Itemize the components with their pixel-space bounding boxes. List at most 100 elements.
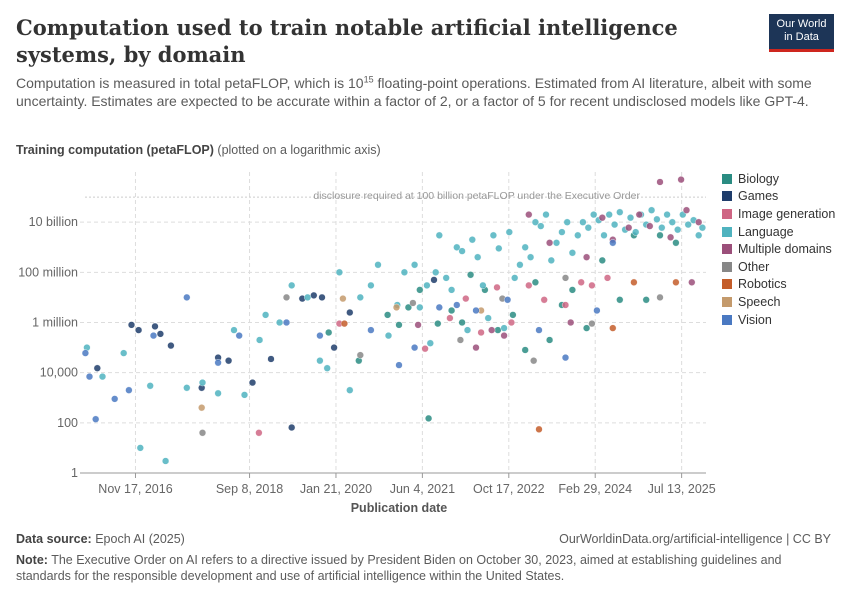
legend-item[interactable]: Speech bbox=[722, 293, 835, 311]
y-axis-title: Training computation (petaFLOP) (plotted… bbox=[16, 143, 381, 157]
legend-item[interactable]: Robotics bbox=[722, 276, 835, 294]
legend-item[interactable]: Multiple domains bbox=[722, 240, 835, 258]
y-axis-note: (plotted on a logarithmic axis) bbox=[217, 143, 381, 157]
chart-subtitle: Computation is measured in total petaFLO… bbox=[16, 74, 831, 110]
grid-lines bbox=[80, 172, 706, 474]
y-tick-label: 10 billion bbox=[29, 215, 78, 229]
data-point bbox=[392, 303, 401, 312]
data-point bbox=[525, 281, 533, 290]
data-point bbox=[127, 321, 136, 329]
owid-logo[interactable]: Our World in Data bbox=[769, 14, 834, 52]
data-point bbox=[603, 274, 612, 282]
data-point bbox=[346, 308, 354, 317]
x-tick-label: Nov 17, 2016 bbox=[98, 482, 172, 496]
data-point bbox=[545, 336, 554, 344]
data-point bbox=[411, 344, 419, 352]
source-url-link[interactable]: OurWorldinData.org/artificial-intelligen… bbox=[559, 532, 831, 546]
data-point bbox=[356, 351, 364, 359]
data-point bbox=[605, 211, 613, 219]
legend-item[interactable]: Other bbox=[722, 258, 835, 276]
data-point bbox=[656, 293, 664, 302]
data-point bbox=[545, 239, 554, 247]
data-point bbox=[568, 249, 577, 257]
data-point bbox=[588, 281, 596, 290]
data-point bbox=[646, 222, 654, 230]
data-point bbox=[367, 281, 375, 290]
data-point bbox=[442, 274, 450, 282]
data-point bbox=[421, 345, 429, 353]
data-point bbox=[474, 253, 482, 261]
data-point bbox=[530, 357, 538, 365]
data-point bbox=[684, 221, 692, 229]
data-point bbox=[484, 314, 492, 322]
logo-line-2: in Data bbox=[784, 31, 819, 43]
legend-label: Multiple domains bbox=[738, 242, 832, 257]
subtitle-exponent: 15 bbox=[363, 74, 374, 85]
data-point bbox=[468, 236, 476, 244]
data-point bbox=[552, 239, 561, 247]
data-point bbox=[495, 244, 503, 253]
data-point bbox=[674, 226, 682, 234]
data-point bbox=[214, 389, 222, 397]
data-point bbox=[472, 306, 480, 315]
data-point bbox=[282, 318, 291, 327]
legend-label: Image generation bbox=[738, 206, 836, 221]
data-point bbox=[507, 318, 516, 327]
data-point bbox=[531, 218, 540, 226]
legend-label: Robotics bbox=[738, 277, 787, 292]
legend-item[interactable]: Image generation bbox=[722, 205, 835, 223]
legend-swatch bbox=[722, 279, 732, 290]
data-point bbox=[695, 231, 703, 239]
axis-labels: 1 100 10,000 1 million 100 million 10 billion… bbox=[18, 215, 715, 515]
legend-item[interactable]: Games bbox=[722, 188, 835, 206]
data-point bbox=[467, 271, 475, 279]
legend-swatch bbox=[722, 173, 732, 184]
data-point bbox=[198, 404, 206, 412]
legend-item[interactable]: Biology bbox=[722, 170, 835, 188]
legend-swatch bbox=[722, 244, 732, 255]
data-point bbox=[149, 332, 158, 340]
data-point bbox=[198, 429, 207, 437]
data-point bbox=[537, 222, 545, 230]
data-point bbox=[339, 295, 347, 303]
data-point bbox=[276, 318, 284, 327]
data-point bbox=[561, 301, 570, 309]
y-tick-label: 100 bbox=[57, 416, 78, 430]
data-point bbox=[531, 278, 540, 286]
legend-item[interactable]: Vision bbox=[722, 311, 835, 329]
x-tick-label: Jul 13, 2025 bbox=[648, 482, 716, 496]
data-point bbox=[590, 211, 598, 219]
data-point bbox=[85, 373, 94, 381]
data-point bbox=[500, 332, 508, 340]
legend: Biology Games Image generation Language Mult… bbox=[722, 170, 835, 328]
data-point bbox=[521, 243, 529, 251]
legend-item[interactable]: Language bbox=[722, 223, 835, 241]
data-point bbox=[198, 379, 207, 387]
data-point bbox=[323, 364, 331, 372]
data-point bbox=[630, 278, 638, 286]
data-point bbox=[458, 247, 466, 255]
data-point bbox=[668, 218, 676, 226]
data-point bbox=[616, 208, 624, 216]
data-point bbox=[472, 344, 480, 352]
data-point bbox=[411, 261, 419, 269]
data-point bbox=[568, 286, 577, 294]
data-point bbox=[479, 281, 487, 290]
legend-label: Vision bbox=[738, 312, 772, 327]
legend-label: Speech bbox=[738, 294, 781, 309]
data-point bbox=[414, 321, 422, 329]
data-point bbox=[504, 296, 512, 304]
data-point bbox=[248, 379, 257, 387]
data-point bbox=[183, 293, 191, 302]
logo-line-1: Our World bbox=[776, 18, 827, 30]
y-tick-label: 1 million bbox=[32, 316, 78, 330]
data-point bbox=[493, 283, 501, 292]
data-point bbox=[642, 296, 650, 304]
data-point bbox=[593, 306, 601, 315]
data-point bbox=[434, 320, 442, 328]
data-point bbox=[367, 326, 375, 334]
data-point bbox=[625, 224, 633, 232]
x-tick-label: Feb 29, 2024 bbox=[558, 482, 632, 496]
legend-swatch bbox=[722, 314, 732, 325]
legend-swatch bbox=[722, 261, 732, 272]
